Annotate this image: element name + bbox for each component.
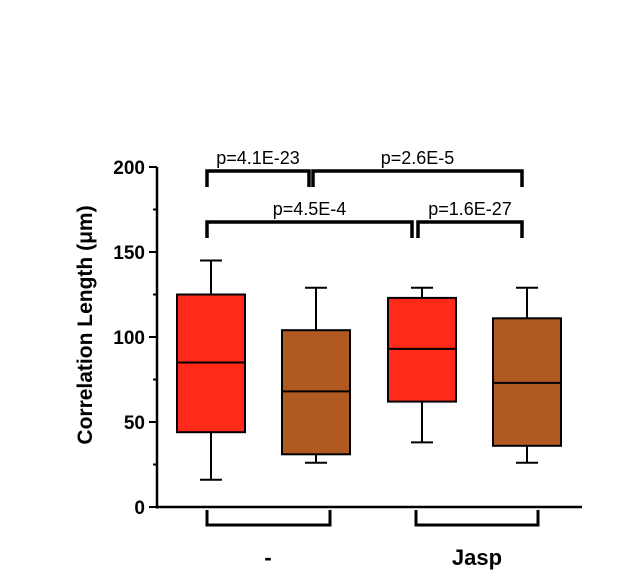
box-1 [176,259,246,481]
y-tick-label: 0 [134,498,145,519]
y-ticks: 0 50 100 150 200 [113,158,157,519]
comparison-bracket: p=4.1E-23 [205,148,311,187]
bracket-line [205,220,414,238]
p-value-label: p=2.6E-5 [381,148,455,168]
group-bracket-line [205,510,332,527]
p-value-label: p=1.6E-27 [428,199,512,219]
box-4 [492,286,562,464]
box-3 [387,286,457,444]
comparison-bracket: p=1.6E-27 [416,199,524,238]
bracket-line [205,169,311,187]
boxes [176,259,562,481]
group-bracket: - [205,510,332,570]
comparison-bracket: p=4.5E-4 [205,199,414,238]
group-bracket: Jasp [414,510,540,570]
y-axis-title: Correlation Length (μm) [74,205,97,444]
bracket-line [416,220,524,238]
significance-brackets: p=4.1E-23 p=2.6E-5 p=4.5E-4 p=1.6E-27 [205,148,524,238]
p-value-label: p=4.1E-23 [216,148,300,168]
group-label: - [264,545,271,570]
p-value-label: p=4.5E-4 [273,199,347,219]
box-2 [281,286,351,464]
bracket-line [311,169,524,187]
group-bracket-line [414,510,540,527]
y-tick-label: 50 [124,413,145,434]
group-brackets: - Jasp [205,510,540,570]
comparison-bracket: p=2.6E-5 [311,148,524,187]
y-tick-label: 100 [113,328,145,349]
group-label: Jasp [452,545,502,570]
y-tick-label: 150 [113,243,145,264]
y-tick-label: 200 [113,158,145,179]
